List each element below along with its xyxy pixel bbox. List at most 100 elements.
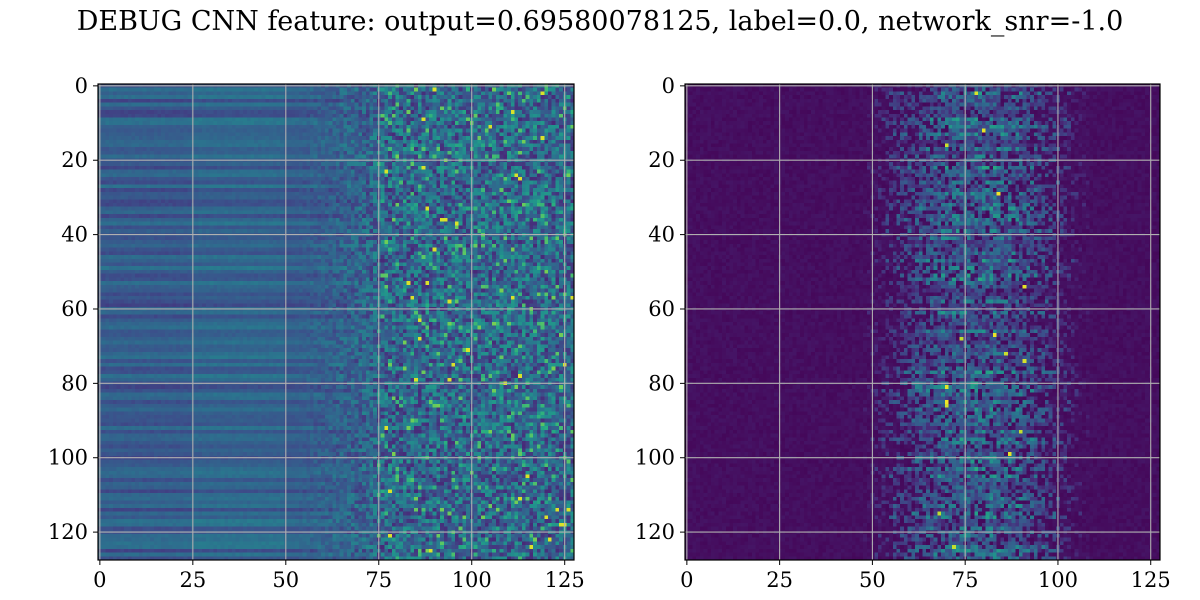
- heatmap-cell: [291, 99, 295, 103]
- heatmap-cell: [254, 95, 258, 99]
- heatmap-cell: [109, 110, 113, 114]
- heatmap-cell: [474, 166, 478, 170]
- heatmap-cell: [552, 95, 556, 99]
- heatmap-cell: [172, 132, 176, 136]
- heatmap-cell: [388, 117, 392, 121]
- heatmap-cell: [526, 162, 530, 166]
- heatmap-cell: [217, 91, 221, 95]
- heatmap-cell: [139, 88, 143, 92]
- heatmap-cell: [362, 95, 366, 99]
- heatmap-cell: [299, 132, 303, 136]
- heatmap-cell: [165, 121, 169, 125]
- heatmap-cell: [541, 99, 545, 103]
- heatmap-cell: [128, 147, 132, 151]
- heatmap-cell: [254, 177, 258, 181]
- heatmap-cell: [306, 144, 310, 148]
- heatmap-cell: [522, 181, 526, 185]
- heatmap-cell: [492, 117, 496, 121]
- heatmap-cell: [113, 155, 117, 159]
- heatmap-cell: [265, 99, 269, 103]
- heatmap-cell: [317, 177, 321, 181]
- heatmap-cell: [529, 170, 533, 174]
- heatmap-cell: [117, 144, 121, 148]
- heatmap-cell: [169, 162, 173, 166]
- heatmap-cell: [317, 106, 321, 110]
- heatmap-cell: [277, 117, 281, 121]
- heatmap-cell: [269, 114, 273, 118]
- heatmap-cell: [146, 181, 150, 185]
- heatmap-cell: [221, 91, 225, 95]
- heatmap-cell: [526, 88, 530, 92]
- heatmap-cell: [518, 91, 522, 95]
- heatmap-cell: [485, 106, 489, 110]
- heatmap-cell: [321, 114, 325, 118]
- heatmap-cell: [288, 110, 292, 114]
- heatmap-cell: [455, 95, 459, 99]
- heatmap-cell: [187, 151, 191, 155]
- heatmap-cell: [236, 129, 240, 133]
- heatmap-cell: [277, 132, 281, 136]
- heatmap-cell: [358, 136, 362, 140]
- heatmap-cell: [567, 106, 571, 110]
- heatmap-cell: [280, 181, 284, 185]
- heatmap-cell: [210, 125, 214, 129]
- heatmap-cell: [548, 162, 552, 166]
- heatmap-cell: [265, 106, 269, 110]
- heatmap-cell: [277, 181, 281, 185]
- heatmap-cell: [310, 99, 314, 103]
- heatmap-cell: [418, 99, 422, 103]
- heatmap-cell: [254, 144, 258, 148]
- heatmap-cell: [515, 170, 519, 174]
- heatmap-cell: [250, 103, 254, 107]
- heatmap-cell: [158, 95, 162, 99]
- heatmap-cell: [165, 117, 169, 121]
- heatmap-cell: [451, 166, 455, 170]
- heatmap-cell: [169, 166, 173, 170]
- heatmap-cell: [128, 95, 132, 99]
- heatmap-cell: [388, 166, 392, 170]
- heatmap-cell: [336, 121, 340, 125]
- heatmap-cell: [466, 170, 470, 174]
- heatmap-cell: [414, 117, 418, 121]
- heatmap-cell: [102, 177, 106, 181]
- heatmap-cell: [507, 103, 511, 107]
- heatmap-cell: [414, 155, 418, 159]
- heatmap-cell: [180, 114, 184, 118]
- heatmap-cell: [105, 147, 109, 151]
- heatmap-cell: [329, 106, 333, 110]
- heatmap-cell: [488, 173, 492, 177]
- heatmap-cell: [410, 181, 414, 185]
- heatmap-cell: [146, 110, 150, 114]
- heatmap-cell: [522, 103, 526, 107]
- heatmap-cell: [213, 114, 217, 118]
- heatmap-cell: [526, 110, 530, 114]
- heatmap-cell: [481, 95, 485, 99]
- heatmap-cell: [422, 144, 426, 148]
- heatmap-cell: [291, 147, 295, 151]
- heatmap-cell: [500, 181, 504, 185]
- heatmap-cell: [407, 155, 411, 159]
- heatmap-cell: [455, 117, 459, 121]
- heatmap-cell: [288, 117, 292, 121]
- heatmap-cell: [455, 91, 459, 95]
- heatmap-cell: [280, 173, 284, 177]
- heatmap-cell: [172, 106, 176, 110]
- heatmap-cell: [459, 136, 463, 140]
- heatmap-cell: [496, 181, 500, 185]
- heatmap-cell: [462, 121, 466, 125]
- heatmap-cell: [280, 114, 284, 118]
- heatmap-cells: [98, 84, 574, 560]
- heatmap-cell: [511, 173, 515, 177]
- heatmap-cell: [518, 99, 522, 103]
- heatmap-cell: [228, 99, 232, 103]
- heatmap-cell: [496, 95, 500, 99]
- heatmap-cell: [422, 121, 426, 125]
- heatmap-cell: [455, 136, 459, 140]
- heatmap-cell: [165, 144, 169, 148]
- heatmap-cell: [533, 132, 537, 136]
- heatmap-cell: [503, 114, 507, 118]
- heatmap-cell: [392, 110, 396, 114]
- heatmap-cell: [422, 88, 426, 92]
- heatmap-cell: [414, 181, 418, 185]
- heatmap-cell: [373, 125, 377, 129]
